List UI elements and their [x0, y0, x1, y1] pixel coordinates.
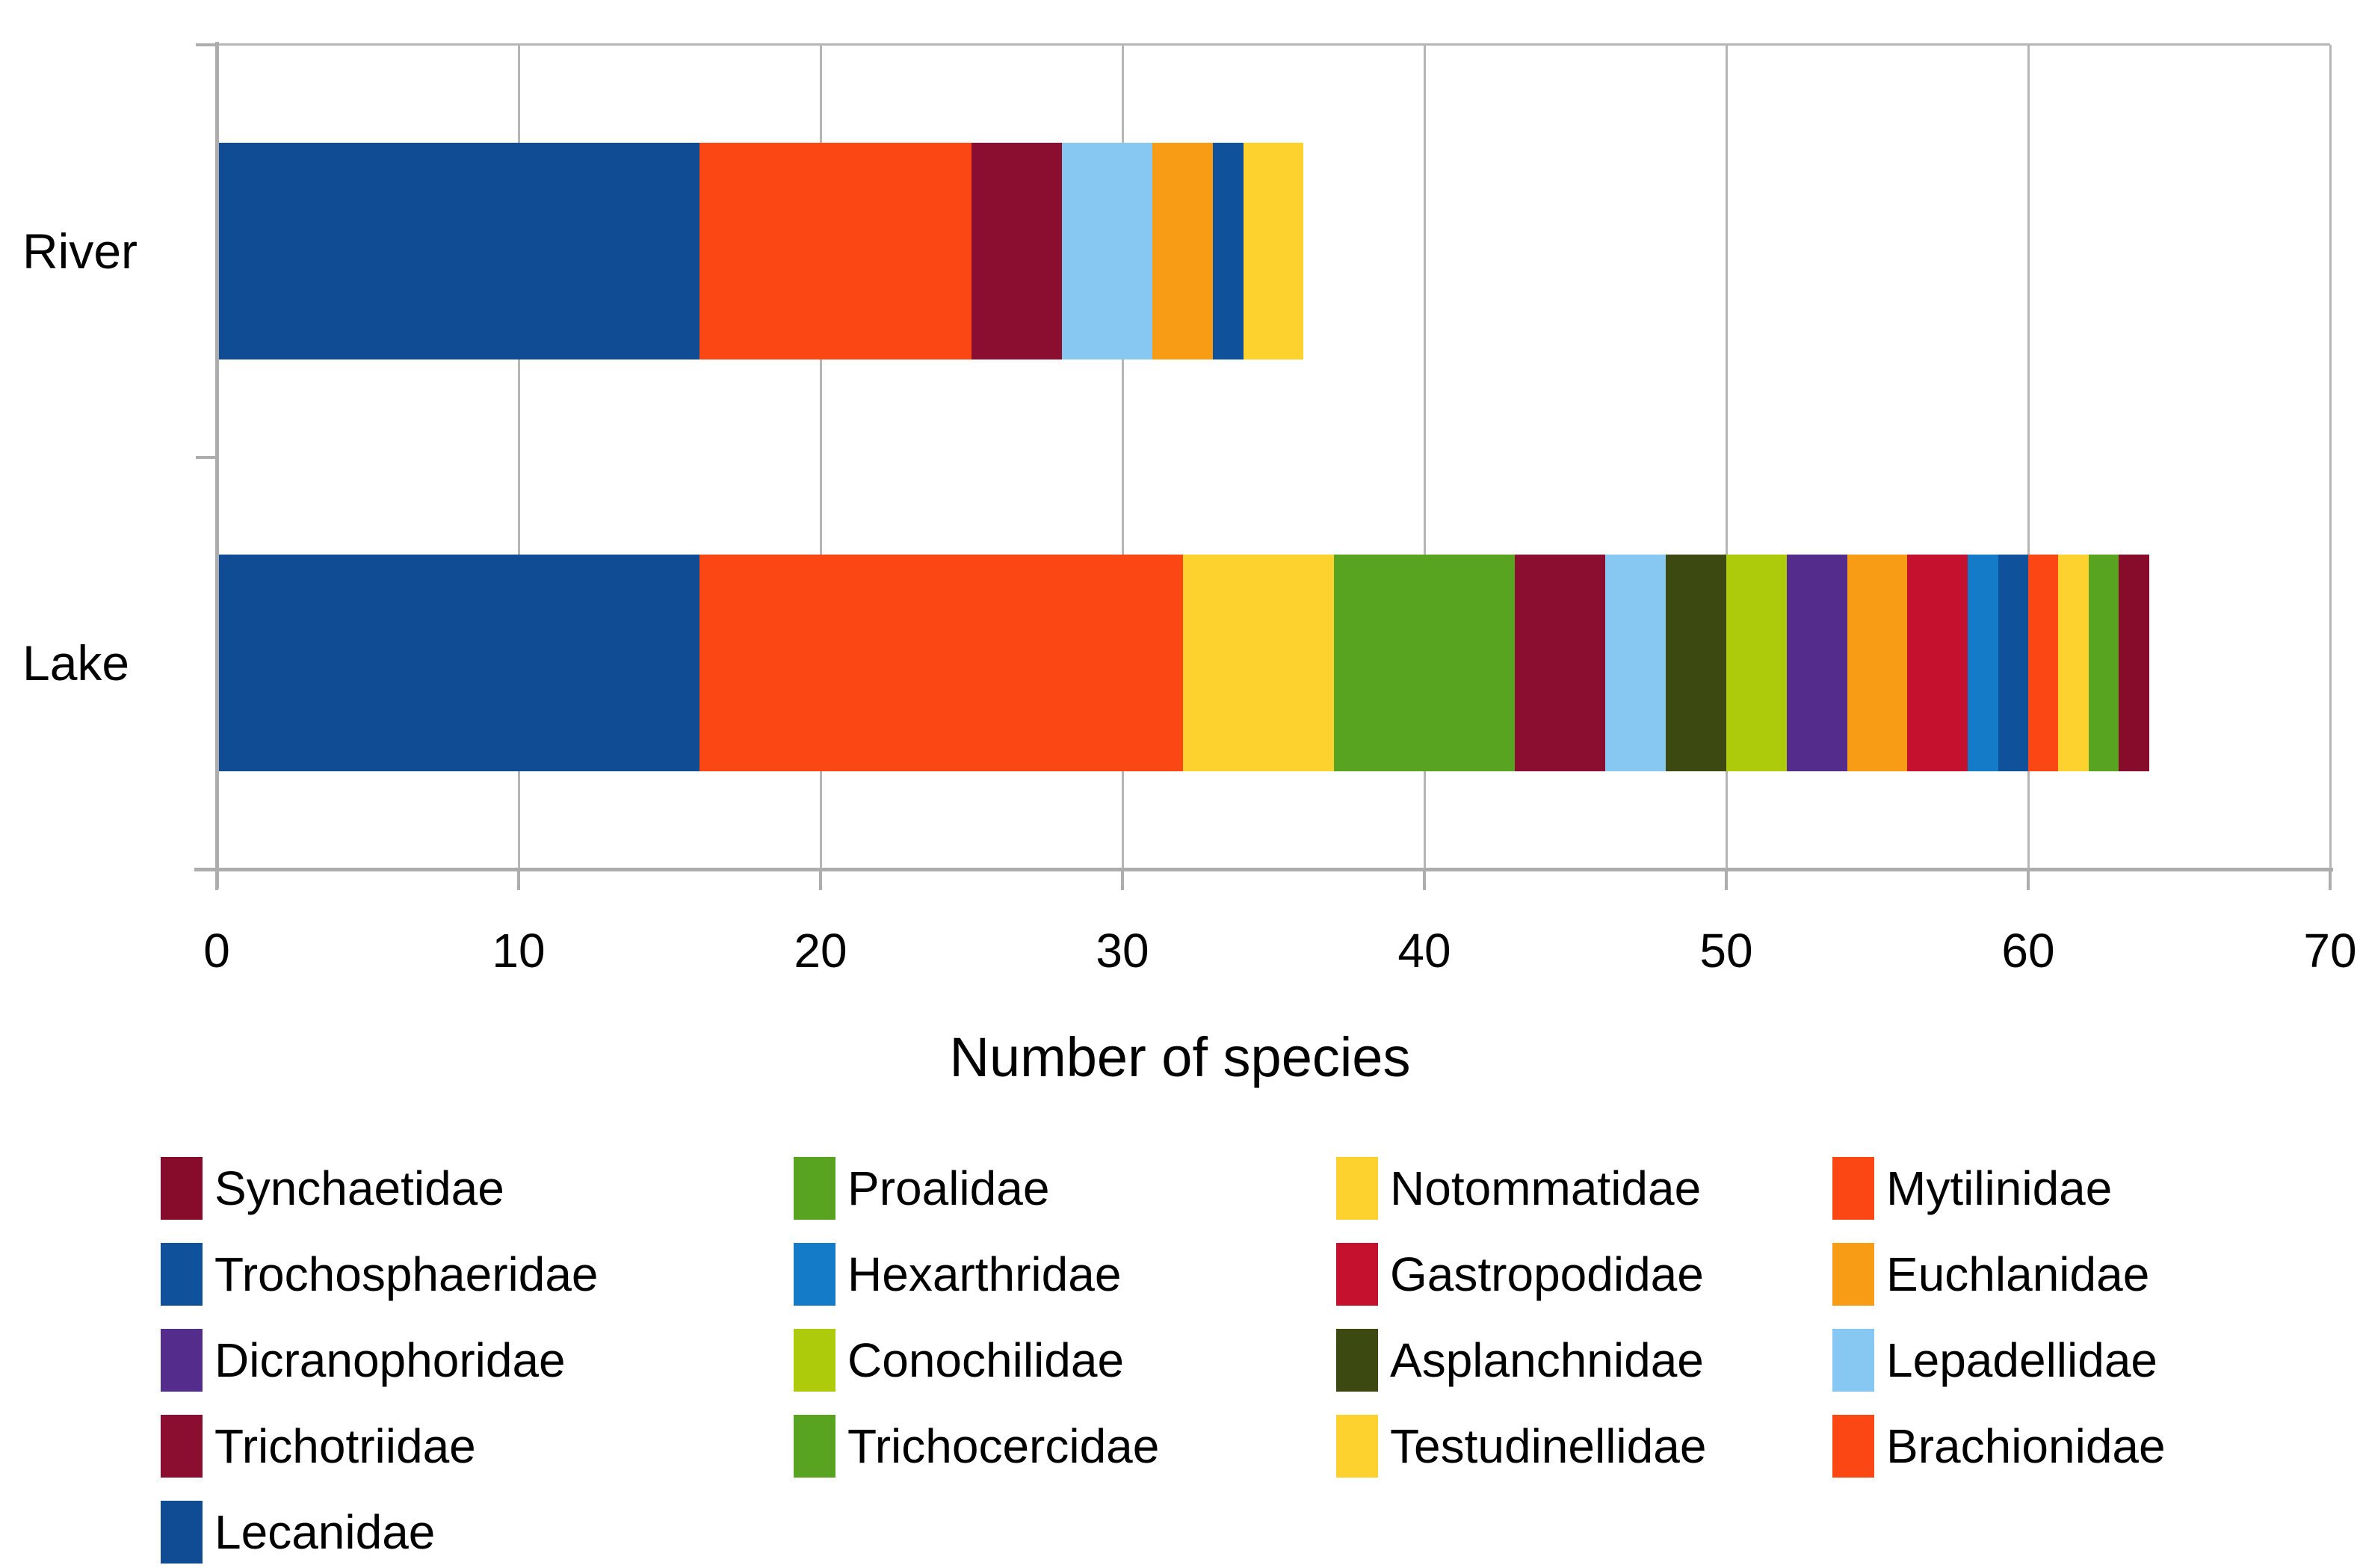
x-tick-30 — [1121, 869, 1124, 890]
legend-label: Hexarthridae — [847, 1247, 1122, 1301]
legend-swatch-hexarthridae — [794, 1243, 835, 1306]
bar-segment-lake-trichocercidae — [1333, 555, 1516, 772]
gridline-x-20 — [819, 45, 822, 869]
category-label-lake: Lake — [22, 635, 130, 691]
gridline-x-30 — [1121, 45, 1124, 869]
legend-label: Mytilinidae — [1886, 1161, 2113, 1215]
legend-swatch-trichotriidae — [161, 1415, 203, 1478]
legend-swatch-conochilidae — [794, 1329, 835, 1392]
legend-swatch-brachionidae — [1832, 1415, 1874, 1478]
legend-label: Dicranophoridae — [214, 1333, 566, 1387]
bar-segment-lake-brachionidae — [699, 555, 1183, 772]
legend-swatch-asplanchnidae — [1336, 1329, 1378, 1392]
legend-label: Proalidae — [847, 1161, 1050, 1215]
bar-segment-lake-asplanchnidae — [1666, 555, 1726, 772]
legend-swatch-euchlanidae — [1832, 1243, 1874, 1306]
x-tick-60 — [2027, 869, 2030, 890]
x-tick-20 — [819, 869, 822, 890]
y-tick-0 — [196, 43, 218, 46]
bar-segment-river-euchlanidae — [1152, 142, 1214, 359]
legend-swatch-lepadellidae — [1832, 1329, 1874, 1392]
x-tick-40 — [1423, 869, 1426, 890]
x-tick-label: 10 — [492, 924, 546, 978]
bar-segment-lake-conochilidae — [1726, 555, 1787, 772]
x-tick-label: 40 — [1397, 924, 1451, 978]
x-tick-label: 50 — [1699, 924, 1753, 978]
legend-swatch-proalidae — [794, 1157, 835, 1220]
x-tick-label: 20 — [794, 924, 847, 978]
bar-segment-lake-hexarthridae — [1968, 555, 1998, 772]
bar-segment-river-notommatidae — [1243, 142, 1304, 359]
bar-segment-river-trochosphaeridae — [1213, 142, 1244, 359]
x-tick-10 — [517, 869, 520, 890]
legend-swatch-notommatidae — [1336, 1157, 1378, 1220]
legend-swatch-trochosphaeridae — [161, 1243, 203, 1306]
x-tick-70 — [2329, 869, 2332, 890]
x-tick-0 — [215, 869, 218, 890]
gridline-x-60 — [2027, 45, 2030, 869]
bar-segment-lake-lepadellidae — [1605, 555, 1666, 772]
legend-label: Trichocercidae — [847, 1419, 1160, 1473]
legend-label: Notommatidae — [1390, 1161, 1702, 1215]
legend-swatch-trichocercidae — [794, 1415, 835, 1478]
y-axis-line — [215, 42, 219, 889]
bar-segment-river-lecanidae — [217, 142, 700, 359]
y-tick-2 — [196, 868, 218, 871]
legend-swatch-lecanidae — [161, 1501, 203, 1564]
bar-segment-lake-trichotriidae — [1515, 555, 1606, 772]
x-axis-line — [194, 868, 2333, 871]
x-tick-50 — [1725, 869, 1728, 890]
x-tick-label: 70 — [2303, 924, 2357, 978]
bar-segment-lake-gastropodidae — [1907, 555, 1968, 772]
legend-swatch-dicranophoridae — [161, 1329, 203, 1392]
x-tick-label: 0 — [203, 924, 230, 978]
legend-label: Testudinellidae — [1390, 1419, 1707, 1473]
legend-swatch-testudinellidae — [1336, 1415, 1378, 1478]
legend-label: Brachionidae — [1886, 1419, 2166, 1473]
legend-label: Trochosphaeridae — [214, 1247, 599, 1301]
gridline-x-50 — [1725, 45, 1728, 869]
plot-frame-top — [217, 43, 2330, 46]
legend-label: Lecanidae — [214, 1505, 436, 1559]
legend-label: Gastropodidae — [1390, 1247, 1704, 1301]
bar-segment-lake-mytilinidae — [2028, 555, 2059, 772]
bar-segment-river-brachionidae — [699, 142, 972, 359]
legend-swatch-mytilinidae — [1832, 1157, 1874, 1220]
legend-label: Lepadellidae — [1886, 1333, 2157, 1387]
bar-segment-lake-proalidae — [2088, 555, 2119, 772]
legend-label: Conochilidae — [847, 1333, 1125, 1387]
x-tick-label: 30 — [1096, 924, 1149, 978]
gridline-x-10 — [517, 45, 520, 869]
legend-label: Euchlanidae — [1886, 1247, 2150, 1301]
bar-segment-lake-notommatidae — [2058, 555, 2089, 772]
bar-segment-lake-euchlanidae — [1847, 555, 1908, 772]
x-axis-title: Number of species — [949, 1026, 1411, 1088]
bar-segment-lake-synchaetidae — [2119, 555, 2149, 772]
y-tick-1 — [196, 455, 218, 459]
bar-segment-lake-lecanidae — [217, 555, 700, 772]
legend-swatch-synchaetidae — [161, 1157, 203, 1220]
bar-segment-lake-testudinellidae — [1182, 555, 1334, 772]
legend-label: Trichotriidae — [214, 1419, 476, 1473]
bar-segment-river-lepadellidae — [1062, 142, 1153, 359]
category-label-river: River — [22, 223, 138, 279]
gridline-x-40 — [1423, 45, 1426, 869]
bar-segment-lake-trochosphaeridae — [1998, 555, 2028, 772]
x-tick-label: 60 — [2001, 924, 2055, 978]
legend-label: Asplanchnidae — [1390, 1333, 1704, 1387]
legend-swatch-gastropodidae — [1336, 1243, 1378, 1306]
bar-segment-lake-dicranophoridae — [1786, 555, 1847, 772]
legend-label: Synchaetidae — [214, 1161, 504, 1215]
gridline-x-70 — [2329, 45, 2332, 869]
bar-segment-river-trichotriidae — [972, 142, 1063, 359]
